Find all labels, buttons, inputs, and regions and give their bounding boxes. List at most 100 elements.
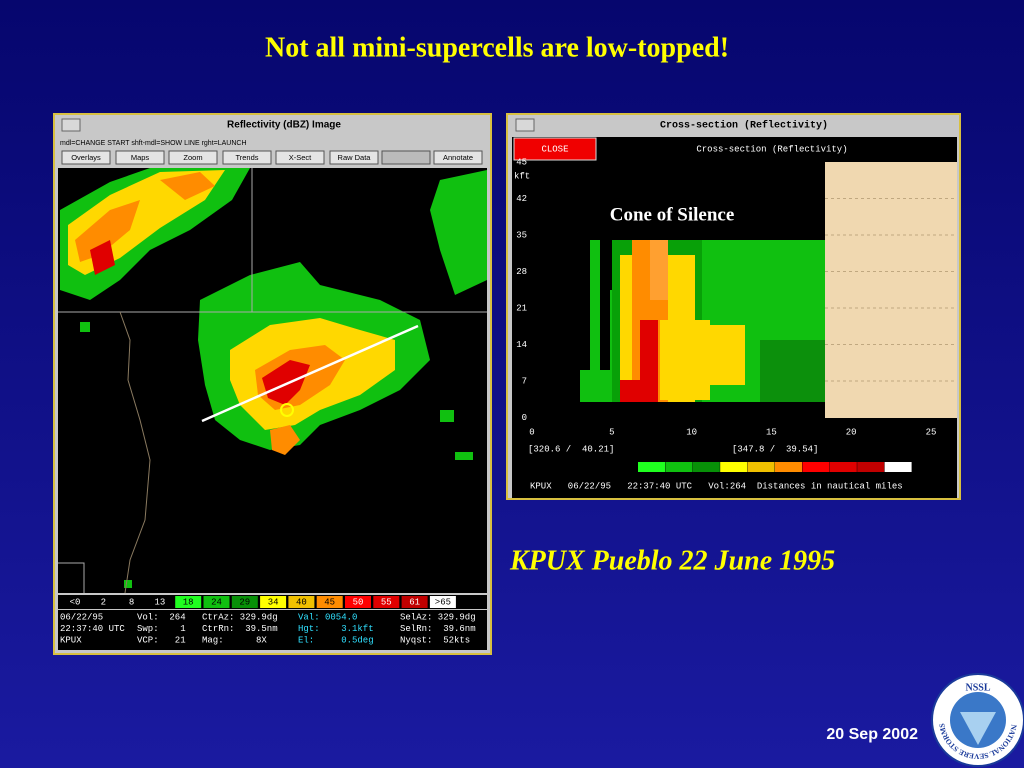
info-text: Swp: 1 [137,624,186,634]
color-bar-cell [90,596,117,608]
y-axis-label: 28 [516,267,527,277]
color-bar-cell [146,596,173,608]
annotation: Cone of Silence [610,204,735,225]
info-text: Val: 0054.0 [298,612,357,622]
close-label[interactable]: CLOSE [541,144,568,154]
color-bar-cell [747,462,775,472]
color-bar-cell [203,596,230,608]
toolbar-button[interactable] [168,150,218,165]
toolbar-button[interactable] [61,150,111,165]
info-text: 22:37:40 UTC [60,624,125,634]
color-bar-cell [62,596,88,608]
slide-title: Not all mini-supercells are low-topped! [265,32,729,63]
cursor-marker [280,403,294,417]
info-text: CtrAz: 329.9dg [202,612,278,622]
toolbar-button-label[interactable]: Raw Data [338,153,372,162]
toolbar-button-label[interactable]: Trends [235,153,258,162]
ppi-window: Reflectivity (dBZ) Image mdl=CHANGE STAR… [53,113,492,655]
toolbar-button-label[interactable]: Zoom [183,153,202,162]
color-bar-cell [231,596,258,608]
color-bar-label: 29 [239,597,250,607]
color-bar-cell [802,462,830,472]
color-bar-cell [857,462,885,472]
y-axis-label: 14 [516,340,527,350]
toolbar-button-label[interactable]: X-Sect [289,153,312,162]
close-button[interactable] [513,137,597,161]
color-bar-cell [829,462,857,472]
color-bar-cell [288,596,315,608]
toolbar-button-label[interactable]: Annotate [443,153,473,162]
y-axis-label: 0 [522,413,527,423]
y-axis-label: 35 [516,230,527,240]
header-title: Cross-section (Reflectivity) [696,144,847,154]
blank-button[interactable] [381,150,431,165]
info-text: KPUX [60,635,82,645]
color-bar-cell [429,596,456,608]
info-text: Hgt: 3.1kft [298,624,374,634]
endpoint-label: [320.6 / 40.21] [528,444,614,454]
logo-icon [960,712,996,745]
x-axis-label: 20 [846,427,857,437]
window-title: Reflectivity (dBZ) Image [227,120,341,131]
county-line [119,311,151,594]
window-menu[interactable] [61,118,81,132]
color-bar-label: 8 [129,597,134,607]
info-text: VCP: 21 [137,635,186,645]
toolbar-button[interactable] [275,150,325,165]
color-bar-cell [316,596,343,608]
color-bar-cell [884,462,912,472]
window-title: Cross-section (Reflectivity) [660,120,828,132]
color-bar-cell [175,596,202,608]
toolbar-button-label[interactable]: Overlays [71,153,101,162]
color-bar-label: 50 [353,597,364,607]
out-of-range [825,162,957,418]
color-bar-label: 24 [211,597,222,607]
info-text: CtrRn: 39.5nm [202,624,278,634]
annotation-box [592,200,754,232]
color-bar-label: 18 [183,597,194,607]
color-bar-label: 55 [381,597,392,607]
cross-section-line [201,324,419,423]
y-axis-unit: kft [514,171,530,181]
y-axis-label: 45 [516,157,527,167]
x-axis-label: 25 [926,427,937,437]
info-text: SelRn: 39.6nm [400,624,476,634]
toolbar-button[interactable] [115,150,165,165]
caption: KPUX Pueblo 22 June 1995 [509,545,835,576]
y-axis-label: 7 [522,376,527,386]
info-text: Mag: 8X [202,635,267,645]
info-text: El: 0.5deg [298,635,374,645]
color-bar-cell [260,596,287,608]
y-axis-label: 21 [516,303,527,313]
info-text: Nyqst: 52kts [400,635,470,645]
endpoint-label: [347.8 / 39.54] [732,444,818,454]
toolbar-button[interactable] [433,150,483,165]
info-text: Vol: 264 [137,612,186,622]
toolbar-button-label[interactable]: Maps [131,153,150,162]
x-axis-label: 10 [686,427,697,437]
command-line: mdl=CHANGE START shft-mdl=SHOW LINE rght… [60,140,247,147]
toolbar-button[interactable] [222,150,272,165]
x-axis-label: 0 [529,427,534,437]
date: 20 Sep 2002 [826,726,918,743]
x-axis-label: 15 [766,427,777,437]
x-axis-label: 5 [609,427,614,437]
color-bar-cell [638,462,665,472]
window-menu[interactable] [515,118,535,132]
color-bar-label: <0 [70,597,81,607]
color-bar-cell [401,596,428,608]
radar-echoes [60,168,487,588]
cross-section-window: Cross-section (Reflectivity) CLOSE Cross… [506,113,961,500]
color-bar-label: 13 [154,597,165,607]
color-bar-cell [345,596,371,608]
color-bar-label: 34 [268,597,279,607]
y-axis-label: 42 [516,194,527,204]
toolbar-button[interactable] [329,150,379,165]
info-panel [58,610,487,650]
footer: KPUX 06/22/95 22:37:40 UTC Vol:264 Dista… [530,481,903,491]
color-bar-cell [692,462,720,472]
info-text: 06/22/95 [60,612,103,622]
color-bar-label: 45 [324,597,335,607]
